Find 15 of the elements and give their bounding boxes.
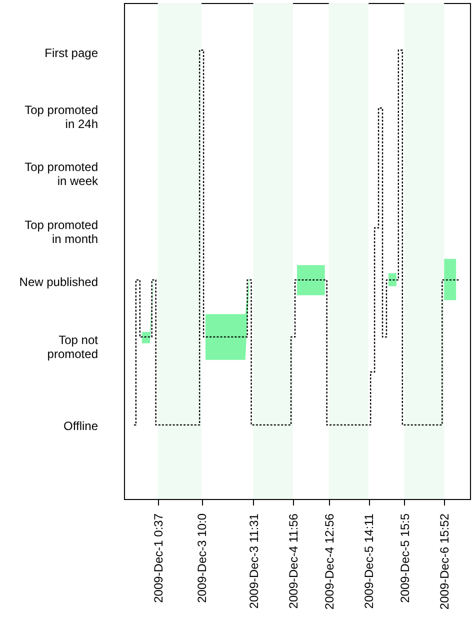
text: Offline (64, 419, 98, 433)
text: Top not promoted (47, 333, 99, 361)
x-tick-label: 2009-Dec-3 10:0 (195, 513, 210, 603)
text: Top promoted in 24h (24, 103, 98, 131)
x-tick-label: 2009-Dec-5 15:5 (398, 513, 412, 603)
text: Top promoted in month (24, 218, 98, 246)
x-tick-label: 2009-Dec-6 15:52 (438, 513, 452, 610)
x-tick-label: 2009-Dec-5 14:11 (362, 513, 376, 609)
x-tick-label: 2009-Dec-4 12:56 (322, 513, 336, 610)
x-tick-label: 2009-Dec-4 11:56 (286, 513, 301, 609)
x-tick-label: 2009-Dec-3 11:31 (246, 513, 261, 609)
text: New published (19, 275, 98, 289)
text: Top promoted in week (24, 160, 99, 188)
text: First page (44, 46, 98, 60)
x-tick-label: 2009-Dec-1 0:37 (151, 513, 166, 603)
